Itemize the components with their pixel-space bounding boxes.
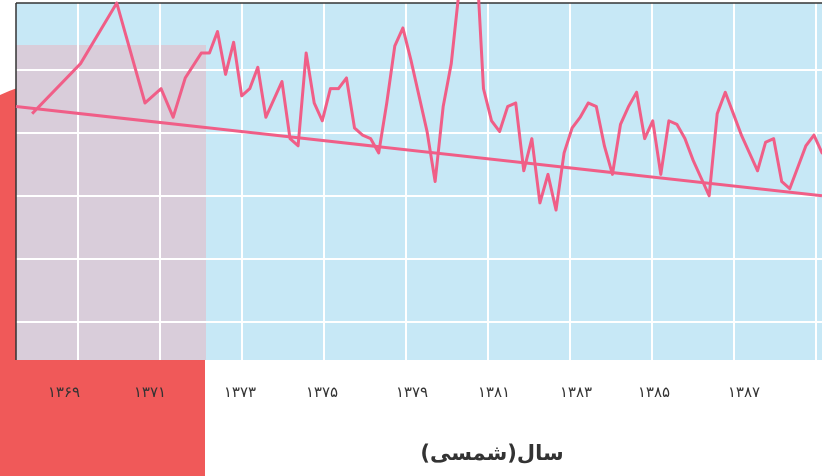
x-axis-label: سال(شمسی) — [420, 441, 563, 465]
series-line — [31, 0, 822, 212]
gridlines — [16, 3, 822, 360]
x-tick-label: ۱۳۷۳ — [224, 383, 256, 401]
x-tick-label: ۱۳۷۵ — [306, 383, 338, 401]
trend-line — [15, 105, 822, 198]
x-tick-label: ۱۳۷۱ — [134, 383, 166, 401]
x-tick-label: ۱۳۸۵ — [638, 383, 670, 401]
x-tick-label: ۱۳۸۷ — [728, 383, 760, 401]
x-tick-label: ۱۳۸۳ — [560, 383, 592, 401]
plot-watermark-overlay — [16, 45, 206, 360]
x-tick-label: ۱۳۷۹ — [396, 383, 428, 401]
series-group — [31, 0, 822, 212]
trend-line-group — [15, 105, 822, 198]
x-tick-labels: ۱۳۶۹ ۱۳۷۱ ۱۳۷۳ ۱۳۷۵ ۱۳۷۹ ۱۳۸۱ ۱۳۸۳ ۱۳۸۵ ۱۳۸۷ — [48, 383, 760, 401]
x-tick-label: ۱۳۶۹ — [48, 383, 80, 401]
x-tick-label: ۱۳۸۱ — [478, 383, 510, 401]
